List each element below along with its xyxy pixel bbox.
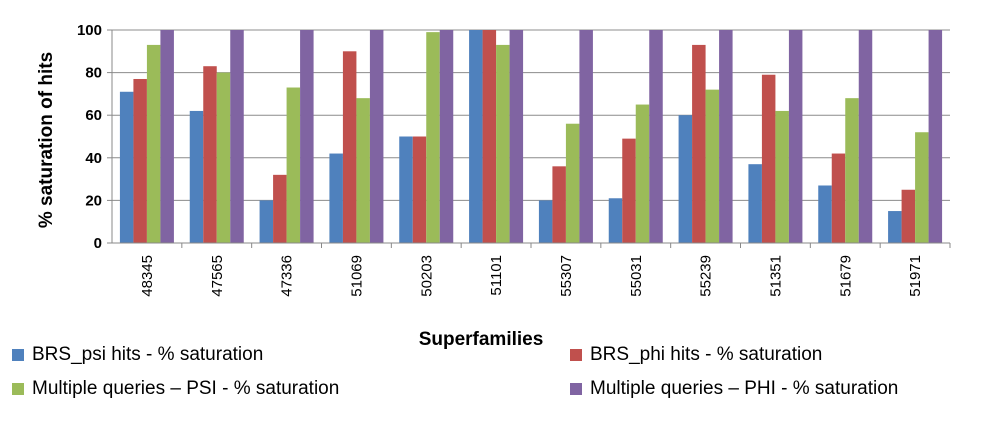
x-tick-label: 50203 (418, 255, 435, 297)
x-tick-label: 48345 (139, 255, 156, 297)
x-tick-label: 51069 (348, 255, 365, 297)
legend-swatch-series-1 (12, 349, 24, 361)
legend-label-series-4: Multiple queries – PHI - % saturation (590, 378, 898, 399)
legend-swatch-series-3 (12, 383, 24, 395)
bar-51971-series-3 (915, 132, 929, 243)
bar-47565-series-2 (203, 66, 217, 244)
bar-55307-series-3 (565, 123, 580, 243)
bar-47336-series-3 (286, 87, 301, 243)
x-tick-label: 55239 (698, 255, 715, 297)
bar-55031-series-1 (608, 198, 623, 243)
bar-48345-series-4 (160, 30, 174, 243)
bar-48345-series-1 (119, 91, 134, 244)
legend-label-series-3: Multiple queries – PSI - % saturation (32, 378, 339, 399)
bar-51101-series-2 (482, 30, 497, 243)
bar-51679-series-3 (845, 98, 859, 243)
bar-51069-series-3 (356, 98, 370, 243)
bar-55239-series-1 (678, 115, 693, 243)
bar-50203-series-3 (426, 32, 440, 243)
bar-51069-series-2 (342, 51, 357, 243)
x-axis-title: Superfamilies (419, 329, 544, 350)
bar-55031-series-2 (622, 138, 636, 243)
bar-48345-series-2 (133, 78, 147, 244)
axes: 0 20 40 60 80 100 48345 47565 47336 51069 50203 511… (77, 22, 951, 297)
bar-47336-series-1 (259, 200, 274, 243)
y-tick-label: 80 (85, 65, 102, 82)
y-tick-label: 40 (85, 150, 102, 167)
bar-51101-series-4 (509, 30, 524, 243)
legend-swatch-series-4 (570, 383, 582, 395)
x-tick-label: 55307 (558, 255, 575, 297)
bar-51679-series-4 (858, 30, 873, 243)
legend: BRS_psi hits - % saturation BRS_phi hits … (12, 344, 898, 399)
x-tick-label: 47336 (279, 255, 296, 297)
bar-50203-series-4 (439, 30, 454, 243)
legend-label-series-2: BRS_phi hits - % saturation (590, 344, 822, 365)
bar-55239-series-4 (719, 30, 733, 243)
y-tick-label: 60 (85, 107, 102, 124)
x-tick-label: 51101 (488, 255, 505, 296)
bar-55031-series-3 (635, 104, 650, 243)
bar-55307-series-4 (579, 30, 593, 243)
bar-55031-series-4 (649, 30, 663, 243)
bar-51679-series-2 (831, 153, 846, 243)
bar-55239-series-2 (692, 44, 706, 243)
legend-swatch-series-2 (570, 349, 582, 361)
bar-50203-series-2 (412, 136, 427, 243)
y-tick-label: 20 (85, 192, 102, 209)
x-tick-label: 51971 (907, 255, 924, 297)
bar-50203-series-1 (399, 136, 413, 243)
bar-47565-series-3 (216, 72, 231, 243)
x-tick-label: 51679 (837, 255, 854, 297)
x-tick-label: 47565 (209, 255, 226, 297)
y-tick-label: 0 (94, 235, 102, 252)
bar-51351-series-4 (788, 30, 803, 243)
bar-48345-series-3 (146, 44, 161, 243)
bar-55307-series-2 (552, 166, 566, 243)
bar-51679-series-1 (818, 185, 832, 243)
x-tick-label: 51351 (767, 255, 784, 297)
y-tick-label: 100 (77, 22, 102, 39)
bar-47336-series-2 (273, 174, 287, 243)
bar-47565-series-1 (189, 110, 204, 243)
gridlines (112, 29, 950, 201)
bar-51971-series-1 (888, 211, 902, 243)
bar-51971-series-4 (928, 30, 943, 243)
bar-47565-series-4 (230, 30, 244, 243)
bar-51101-series-1 (469, 30, 483, 243)
bar-51351-series-1 (748, 164, 762, 243)
bars (119, 30, 943, 244)
x-tick-label: 55031 (628, 255, 645, 297)
bar-55239-series-3 (705, 89, 720, 243)
bar-51971-series-2 (901, 189, 916, 243)
bar-55307-series-1 (538, 200, 553, 243)
bar-51351-series-2 (761, 74, 776, 243)
bar-51069-series-1 (329, 153, 343, 243)
bar-51069-series-4 (369, 30, 384, 243)
bar-51101-series-3 (496, 44, 510, 243)
bar-47336-series-4 (300, 30, 314, 243)
legend-label-series-1: BRS_psi hits - % saturation (32, 344, 263, 365)
y-axis-title: % saturation of hits (36, 52, 57, 228)
bar-51351-series-3 (775, 110, 789, 243)
